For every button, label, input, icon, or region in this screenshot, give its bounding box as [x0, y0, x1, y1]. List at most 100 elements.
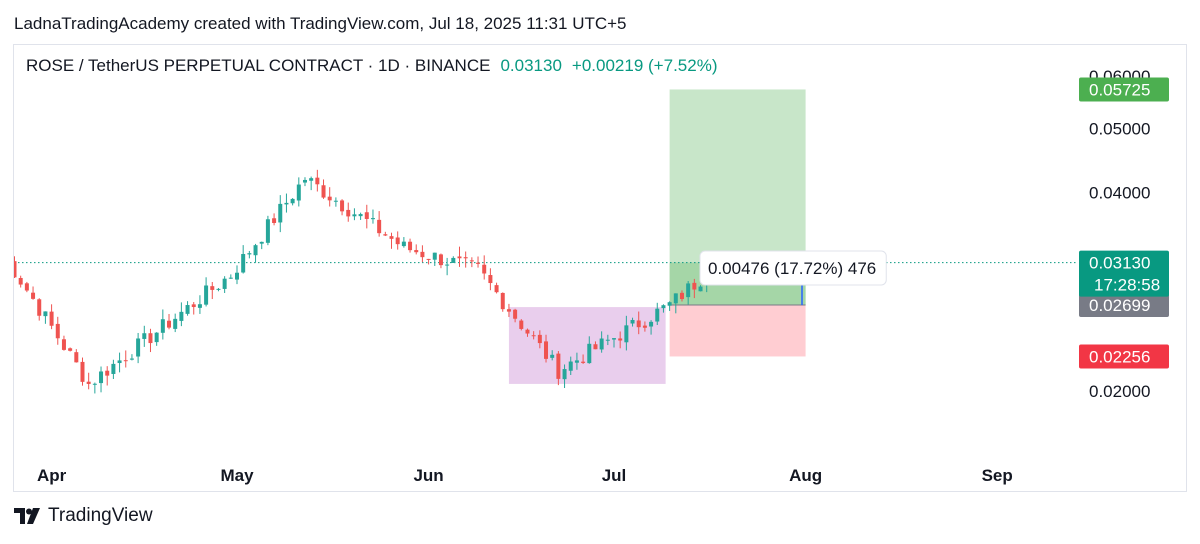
tradingview-logo[interactable]: TradingView	[14, 505, 153, 527]
candle-body[interactable]	[327, 196, 332, 201]
candle-body[interactable]	[265, 219, 270, 243]
candle-body[interactable]	[154, 332, 159, 343]
candle-body[interactable]	[333, 200, 338, 202]
candle-body[interactable]	[438, 254, 443, 266]
candle-body[interactable]	[284, 202, 289, 205]
candle-body[interactable]	[556, 353, 561, 379]
candle-body[interactable]	[86, 381, 91, 384]
candle-body[interactable]	[642, 325, 647, 328]
candle-body[interactable]	[476, 262, 481, 264]
candle-body[interactable]	[315, 177, 320, 185]
candle-body[interactable]	[506, 309, 511, 312]
candle-body[interactable]	[426, 258, 431, 260]
candle-body[interactable]	[123, 360, 128, 362]
candle-body[interactable]	[581, 361, 586, 363]
candle-body[interactable]	[216, 288, 221, 290]
candle-body[interactable]	[80, 361, 85, 382]
candle-body[interactable]	[618, 338, 623, 341]
candle-body[interactable]	[142, 333, 147, 339]
candle-body[interactable]	[389, 236, 394, 239]
candle-body[interactable]	[55, 323, 60, 339]
candle-body[interactable]	[358, 214, 363, 217]
candle-body[interactable]	[649, 321, 654, 327]
candle-body[interactable]	[395, 237, 400, 245]
candle-body[interactable]	[624, 325, 629, 343]
candle-body[interactable]	[587, 343, 592, 364]
candle-body[interactable]	[278, 203, 283, 223]
candle-body[interactable]	[173, 318, 178, 329]
candle-body[interactable]	[698, 286, 703, 292]
candle-body[interactable]	[482, 264, 487, 274]
candle-body[interactable]	[686, 283, 691, 298]
candle-body[interactable]	[420, 251, 425, 258]
candle-body[interactable]	[259, 241, 264, 244]
candle-body[interactable]	[673, 293, 678, 304]
candle-body[interactable]	[68, 348, 73, 351]
candle-body[interactable]	[513, 309, 518, 319]
candle-body[interactable]	[574, 360, 579, 363]
candle-body[interactable]	[272, 218, 277, 223]
candle-body[interactable]	[111, 363, 116, 374]
candle-body[interactable]	[302, 179, 307, 183]
candle-body[interactable]	[494, 285, 499, 293]
candle-body[interactable]	[179, 311, 184, 321]
candle-body[interactable]	[593, 344, 598, 350]
candle-body[interactable]	[383, 234, 388, 236]
candle-body[interactable]	[655, 308, 660, 322]
candle-body[interactable]	[18, 277, 23, 285]
candle-body[interactable]	[500, 292, 505, 310]
candle-body[interactable]	[401, 241, 406, 247]
candle-body[interactable]	[235, 272, 239, 280]
candle-body[interactable]	[630, 319, 635, 324]
candle-body[interactable]	[550, 354, 555, 358]
candle-body[interactable]	[191, 304, 196, 308]
candle-body[interactable]	[99, 371, 104, 384]
candle-body[interactable]	[377, 219, 382, 234]
candle-body[interactable]	[24, 283, 29, 291]
candle-body[interactable]	[352, 214, 357, 217]
candle-body[interactable]	[296, 184, 301, 201]
candle-body[interactable]	[37, 299, 42, 316]
candle-body[interactable]	[692, 282, 697, 290]
candle-body[interactable]	[667, 302, 672, 306]
symbol-title[interactable]: ROSE / TetherUS PERPETUAL CONTRACT · 1D …	[26, 56, 490, 75]
candle-body[interactable]	[531, 335, 536, 337]
candle-body[interactable]	[241, 254, 246, 273]
candle-body[interactable]	[364, 212, 369, 219]
candle-body[interactable]	[463, 257, 468, 259]
candle-body[interactable]	[148, 333, 153, 344]
candle-body[interactable]	[74, 352, 79, 363]
candle-body[interactable]	[612, 338, 616, 340]
candle-body[interactable]	[408, 241, 413, 251]
candle-body[interactable]	[204, 285, 209, 305]
candle-body[interactable]	[568, 361, 573, 371]
candle-body[interactable]	[197, 304, 202, 308]
candle-body[interactable]	[105, 370, 110, 376]
candle-body[interactable]	[679, 292, 684, 300]
candle-body[interactable]	[228, 277, 233, 279]
candle-body[interactable]	[605, 339, 610, 341]
measure-annotation-box[interactable]	[699, 250, 887, 286]
candle-body[interactable]	[562, 369, 567, 380]
candle-body[interactable]	[636, 320, 641, 328]
candle-body[interactable]	[469, 260, 474, 262]
candle-body[interactable]	[321, 185, 326, 198]
candle-body[interactable]	[160, 319, 165, 333]
candle-body[interactable]	[247, 253, 252, 255]
candle-body[interactable]	[370, 218, 375, 220]
candle-body[interactable]	[661, 305, 666, 309]
candle-body[interactable]	[309, 178, 314, 181]
candle-body[interactable]	[210, 286, 215, 290]
candle-body[interactable]	[599, 338, 604, 350]
chart-frame[interactable]: 0.00476 (17.72%) 476 0.06000 0.05000 0.040…	[13, 44, 1187, 492]
candle-body[interactable]	[14, 261, 17, 278]
candle-body[interactable]	[117, 360, 122, 364]
candle-body[interactable]	[488, 275, 493, 284]
candle-body[interactable]	[49, 311, 54, 326]
candle-body[interactable]	[253, 245, 258, 256]
candle-body[interactable]	[340, 200, 345, 212]
candle-body[interactable]	[185, 305, 190, 314]
candle-body[interactable]	[129, 358, 134, 360]
candle-body[interactable]	[525, 329, 530, 334]
candle-body[interactable]	[544, 341, 549, 359]
